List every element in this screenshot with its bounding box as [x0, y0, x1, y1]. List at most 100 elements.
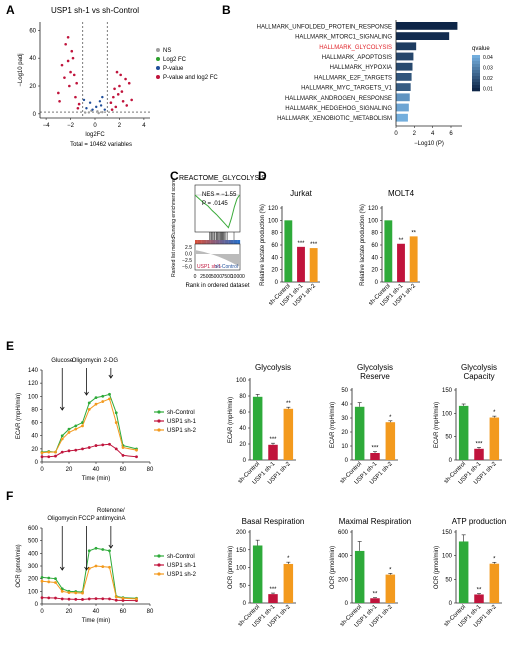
series-point: [54, 581, 57, 584]
metric-tick-label: −5.0: [182, 265, 192, 271]
y-tick-label: 20: [239, 442, 246, 448]
significant-point: [116, 93, 120, 96]
bar-chart-title: Glycolysis: [255, 363, 291, 372]
significant-point: [120, 90, 124, 93]
series-point: [108, 597, 111, 601]
y-tick-label: 40: [239, 426, 246, 432]
significant-point: [66, 59, 70, 63]
series-point: [121, 454, 125, 457]
legend-marker: [157, 410, 161, 414]
legend-label: sh-Control: [167, 410, 195, 416]
significant-point: [119, 73, 122, 77]
qvalue-legend-swatch: [472, 88, 480, 92]
hallmark-label: HALLMARK_HYPOXIA: [330, 65, 392, 71]
y-tick-label: 100: [442, 554, 453, 560]
significant-point: [75, 81, 78, 85]
x-tick-label: 80: [147, 609, 154, 615]
volcano-plot: USP1 sh-1 vs sh-Control−4 −2 0 2 40204060log…: [18, 6, 218, 148]
x-tick-label: 0: [40, 467, 44, 473]
y-axis-label: OCR (pmol/min): [434, 546, 440, 589]
y-axis-label: OCR (pmol/min): [330, 546, 336, 589]
x-tick-label: −2: [67, 123, 75, 129]
series-point: [40, 579, 44, 583]
ns-point: [96, 110, 99, 113]
series-point: [101, 548, 105, 551]
series-line: [41, 565, 137, 600]
rank-gradient-cell: [195, 240, 198, 244]
significance-label: **: [477, 588, 482, 594]
bar: [385, 422, 396, 460]
series-point: [60, 437, 64, 441]
bar-chart-title: MOLT4: [388, 189, 415, 198]
series-point: [81, 424, 84, 428]
series-point: [94, 396, 98, 399]
significance-label: ***: [297, 241, 305, 247]
x-axis-label: Rank in ordered dataset: [185, 283, 249, 289]
x-tick-label: 6: [449, 131, 453, 137]
rank-gradient-cell: [201, 240, 205, 244]
injection-label-line: 2-DG: [104, 358, 119, 364]
bar: [385, 574, 396, 603]
significant-point: [72, 73, 76, 77]
pvalue-label: P = .0145: [202, 201, 228, 207]
series-point: [47, 450, 51, 454]
y-tick-label: 0: [449, 601, 453, 607]
y-tick-label: 600: [28, 526, 39, 532]
y-tick-label: 0: [33, 112, 37, 118]
significant-point: [125, 104, 129, 107]
series-point: [81, 591, 84, 595]
rank-gradient-cell: [235, 240, 238, 244]
significant-point: [76, 106, 80, 110]
significant-point: [58, 100, 61, 103]
x-axis-label: Time (min): [82, 476, 110, 482]
rank-gradient-cell: [237, 240, 241, 244]
y-axis-label: ECAR (mpH/min): [228, 397, 234, 443]
qvalue-legend-swatch: [472, 73, 480, 77]
y-axis-label: OCR (pmol/min): [228, 546, 234, 589]
pvalue-point: [101, 95, 104, 99]
volcano-caption: Total = 10462 variables: [70, 142, 132, 148]
y-axis-label: −Log10 padj: [18, 53, 24, 86]
significant-point: [57, 91, 60, 95]
qvalue-legend-tick: 0.04: [483, 55, 493, 61]
series-point: [121, 446, 125, 449]
hallmark-bar: [396, 103, 409, 112]
series-point: [135, 597, 138, 601]
injection-label: Rotenone/antimycinA: [96, 508, 125, 522]
significance-label: ***: [371, 446, 379, 452]
series-point: [114, 421, 118, 424]
x-tick-label: 7500: [222, 274, 233, 280]
qvalue-legend-swatch: [472, 64, 480, 68]
significance-label: *: [389, 415, 392, 421]
glycolysis-bar-chart: Glycolysis020406080100sh-Control***USP1 …: [228, 363, 296, 486]
pvalue-point: [98, 100, 102, 103]
significant-point: [70, 49, 74, 53]
hallmark-label: HALLMARK_XENOBIOTIC_METABOLISM: [277, 116, 392, 122]
legend-marker: [156, 66, 160, 70]
bar: [252, 396, 263, 460]
series-point: [87, 597, 91, 601]
legend-marker: [157, 554, 161, 558]
series-point: [40, 451, 44, 455]
y-tick-label: 50: [239, 583, 246, 589]
qvalue-legend-swatch: [472, 76, 480, 80]
bar: [397, 243, 405, 282]
ecar-timecourse-chart: 0 20 40 60 80 100 120 140 0 20 40 60 80 Time (min) ECA…: [16, 358, 197, 482]
y-tick-label: 200: [236, 530, 247, 536]
x-tick-label: 0: [40, 609, 44, 615]
y-tick-label: 80: [239, 394, 246, 400]
hallmark-bar: [396, 113, 408, 122]
injection-label: FCCP: [78, 516, 94, 522]
x-tick-label: −4: [43, 123, 51, 129]
bar: [489, 417, 500, 460]
y-tick-label: 100: [368, 218, 379, 224]
atp-production-bar-chart: ATP production050100150sh-Control**USP1 …: [434, 517, 506, 629]
x-tick-label: 4: [142, 123, 146, 129]
y-tick-label: 0: [243, 601, 247, 607]
hallmark-label: HALLMARK_APOPTOSIS: [322, 55, 392, 61]
y-tick-label: 100: [28, 589, 39, 595]
ns-point: [101, 110, 104, 114]
y-axis-label: ECAR (mpH/min): [16, 393, 22, 439]
ns-point: [97, 111, 100, 115]
series-point: [135, 448, 138, 452]
